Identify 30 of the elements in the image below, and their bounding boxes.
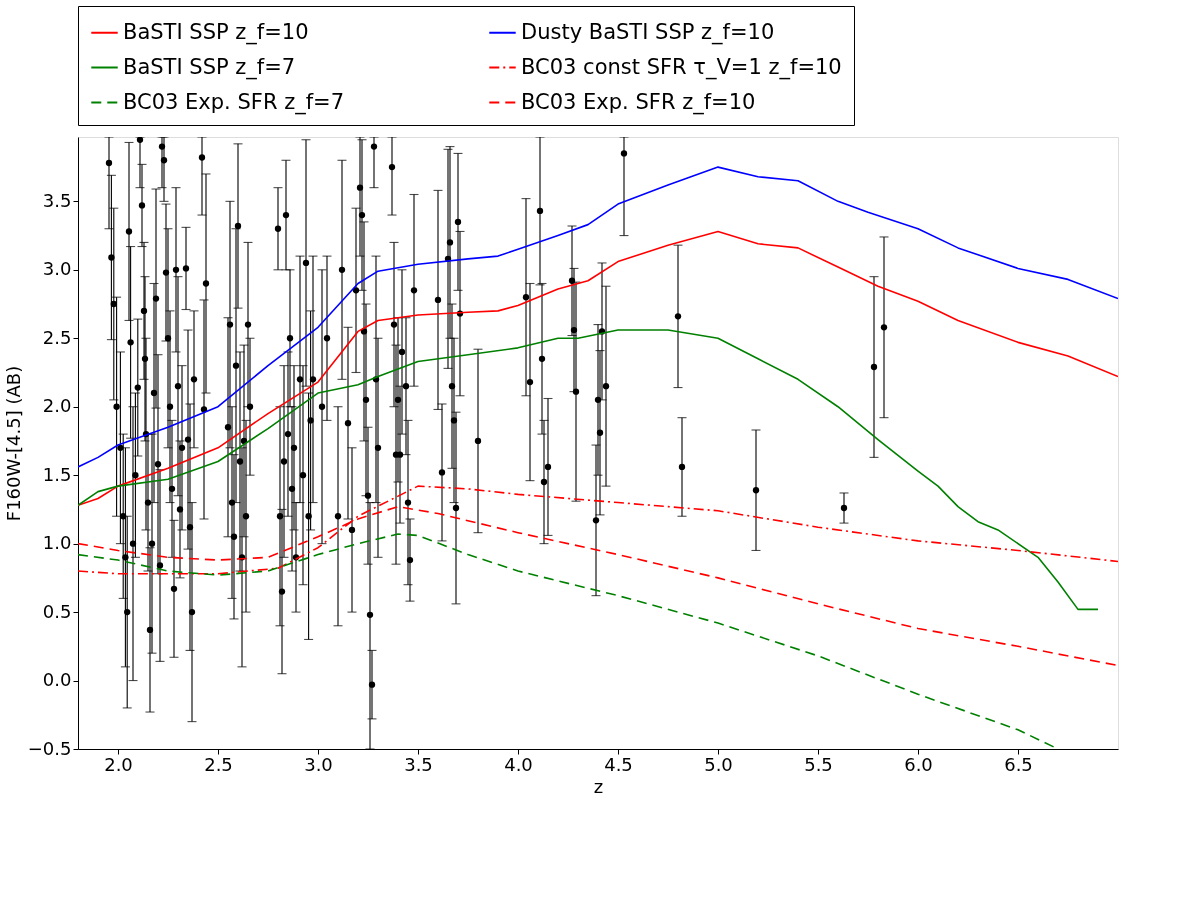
legend-label: BC03 Exp. SFR z_f=10 [521, 89, 756, 115]
x-tick-label: 2.5 [204, 753, 233, 775]
legend-label: BC03 const SFR τ_V=1 z_f=10 [521, 54, 842, 80]
x-tick-label: 4.5 [604, 753, 633, 775]
x-tick-label: 5.5 [804, 753, 833, 775]
y-tick-label: 1.0 [42, 532, 72, 554]
line-series [78, 329, 1099, 611]
x-tick-label: 5.0 [704, 753, 733, 775]
y-tick-label: 0.5 [42, 600, 72, 622]
y-tick-label: 2.5 [42, 326, 72, 348]
y-tick-label: 1.5 [42, 463, 72, 485]
y-axis-title: F160W-[4.5] (AB) [2, 365, 24, 522]
line-series [78, 230, 1118, 507]
y-tick-label: 0.0 [42, 669, 72, 691]
x-tick-label: 4.0 [504, 753, 533, 775]
x-tick-label: 3.0 [304, 753, 333, 775]
legend-label: BaSTI SSP z_f=7 [123, 54, 296, 80]
legend-label: BC03 Exp. SFR z_f=7 [123, 89, 345, 115]
y-tick-label: 2.0 [42, 395, 72, 417]
x-tick-label: 2.0 [104, 753, 133, 775]
legend-label: BaSTI SSP z_f=10 [123, 19, 309, 45]
y-tick-label: 3.5 [42, 189, 72, 211]
line-series [78, 166, 1118, 468]
x-tick-label: 3.5 [404, 753, 433, 775]
x-tick-label: 6.0 [904, 753, 933, 775]
y-tick-label: 3.0 [42, 258, 72, 280]
legend-label: Dusty BaSTI SSP z_f=10 [521, 19, 775, 45]
x-axis-title: z [593, 775, 604, 797]
x-tick-label: 6.5 [1004, 753, 1033, 775]
y-tick-label: −0.5 [27, 737, 72, 759]
